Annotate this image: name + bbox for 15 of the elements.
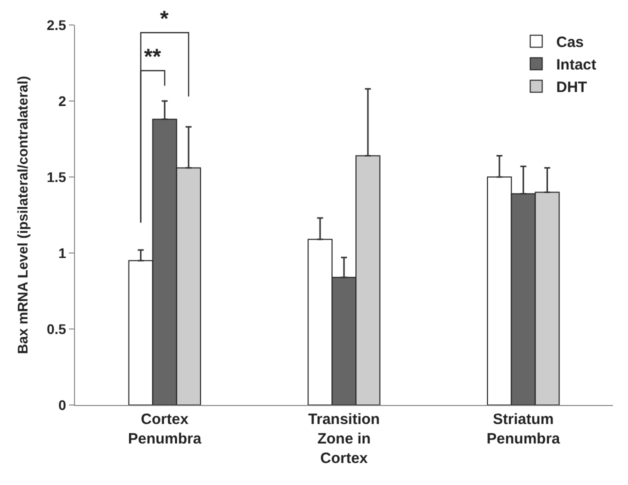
x-tick-label: Cortex Penumbra [128,411,202,448]
annotation: * [160,6,169,31]
y-tick-label: 1.5 [46,168,66,185]
y-axis-title: Bax mRNA Level (ipsilateral/contralateral) [14,76,30,354]
x-tick-label: Striatum Penumbra [486,411,561,448]
legend-label: Intact [556,56,596,74]
y-tick-label: 2.5 [46,16,66,33]
y-tick-label: 0 [58,396,66,413]
y-tick-label: 1 [58,244,66,261]
legend-label: DHT [556,79,588,96]
y-tick-label: 0.5 [46,320,66,337]
x-tick-label: Transition Zone in Cortex [308,411,380,467]
y-tick-label: 2 [58,92,66,109]
legend-label: Cas [556,34,584,52]
annotation: ** [144,44,162,69]
